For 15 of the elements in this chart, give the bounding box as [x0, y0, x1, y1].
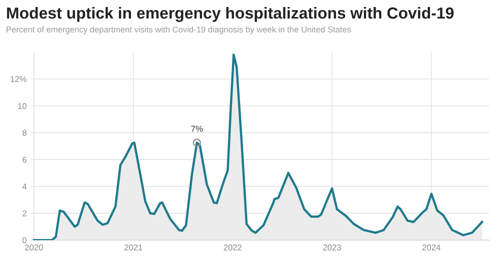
- y-tick-label: 4: [22, 184, 27, 190]
- y-tick-label: 2: [22, 210, 26, 216]
- x-tick-label: 2023: [323, 244, 341, 250]
- y-tick-label: 8: [22, 130, 26, 136]
- y-tick-label: 0: [22, 237, 27, 244]
- x-tick-label: 2021: [124, 244, 142, 250]
- y-tick-label: 12%: [10, 76, 27, 82]
- y-tick-label: 6: [22, 156, 26, 163]
- chart-subtitle: Percent of emergency department visits with Covid-19 diagnosis by week in the United States: [6, 26, 351, 34]
- y-tick-label: 10: [18, 103, 27, 109]
- annotation: 7%: [191, 126, 203, 132]
- x-tick-label: 2024: [422, 244, 440, 250]
- x-tick-label: 2020: [25, 244, 43, 250]
- x-tick-label: 2022: [224, 244, 242, 250]
- chart-title: Modest uptick in emergency hospitalizations with Covid-19: [7, 6, 454, 22]
